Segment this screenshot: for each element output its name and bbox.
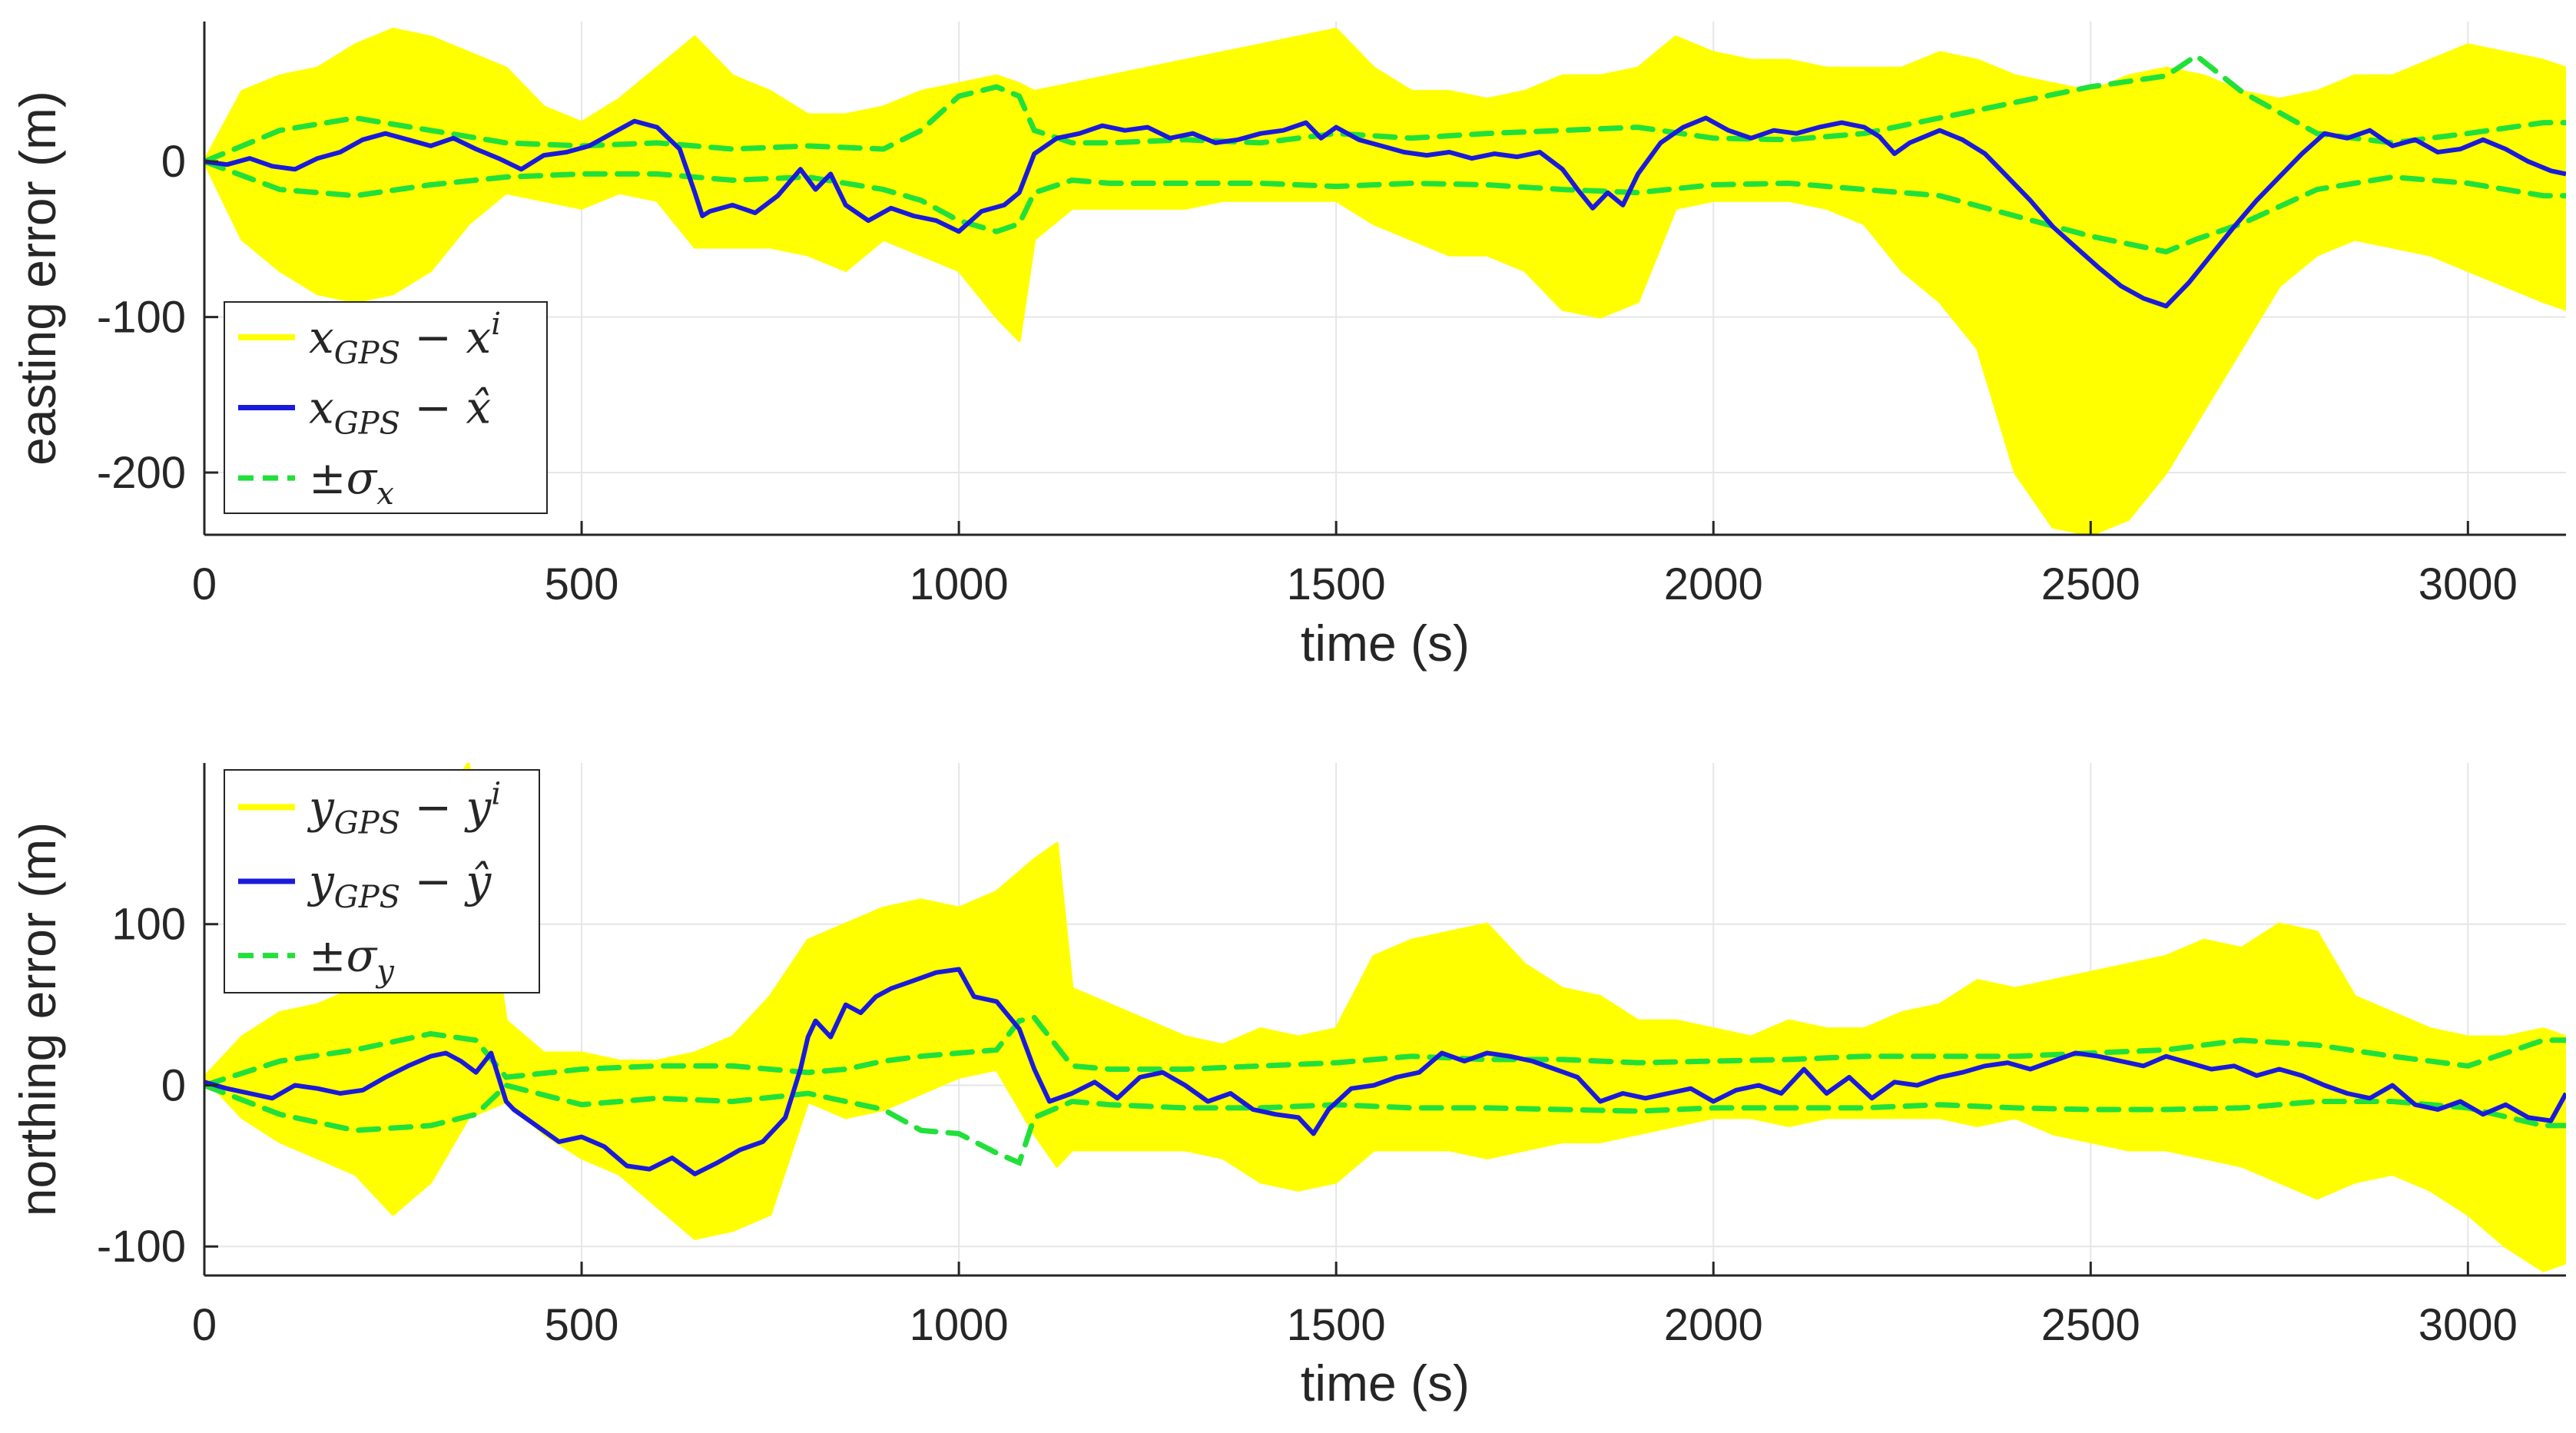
legend-label-subscript: GPS bbox=[334, 336, 400, 371]
legend-label: yGPS − yi bbox=[307, 776, 501, 841]
legend-label: ±σx bbox=[309, 452, 394, 512]
legend-label-main: y bbox=[307, 781, 335, 833]
x-axis-label: time (s) bbox=[1301, 1355, 1470, 1411]
y-tick-label: -200 bbox=[97, 448, 186, 498]
x-tick-label: 1500 bbox=[1287, 1300, 1386, 1350]
y-tick-label: -100 bbox=[97, 1222, 186, 1272]
x-tick-label: 2000 bbox=[1664, 1300, 1763, 1350]
legend-label-main: ±σ bbox=[309, 452, 378, 504]
legend-label-main: ±σ bbox=[309, 930, 378, 982]
x-tick-label: 2500 bbox=[2041, 559, 2140, 609]
estimate-error-line bbox=[204, 115, 2566, 309]
x-tick-label: 2500 bbox=[2041, 1300, 2140, 1350]
legend-label-main: x bbox=[309, 382, 334, 434]
x-tick-label: 1000 bbox=[910, 559, 1009, 609]
legend-label-main: − y bbox=[400, 781, 492, 833]
x-tick-label: 1000 bbox=[910, 1300, 1009, 1350]
realization-error-band bbox=[204, 28, 2566, 535]
legend-label-main: − x̂ bbox=[400, 382, 491, 434]
y-axis-label: easting error (m) bbox=[9, 91, 66, 466]
legend-label-superscript: i bbox=[491, 307, 501, 342]
sigma-bound-line bbox=[204, 158, 2566, 255]
sigma-bound-line bbox=[204, 52, 2566, 164]
x-tick-label: 1500 bbox=[1287, 559, 1386, 609]
legend-label: xGPS − xi bbox=[309, 307, 501, 371]
x-tick-label: 500 bbox=[545, 559, 619, 609]
x-tick-label: 0 bbox=[192, 1300, 217, 1350]
realization-error-band bbox=[204, 763, 2566, 1272]
easting-error-panel: 0 500 1000 1500 2000 2500 3000 -200 -100 0 time (s… bbox=[9, 22, 2566, 672]
y-axis-label: northing error (m) bbox=[9, 822, 66, 1216]
x-tick-label: 3000 bbox=[2419, 559, 2518, 609]
x-tick-label: 3000 bbox=[2419, 1300, 2518, 1350]
sigma-bound-line bbox=[204, 1082, 2566, 1166]
y-tick-label: 0 bbox=[161, 137, 186, 187]
y-tick-label: 100 bbox=[111, 900, 186, 950]
estimate-error-line bbox=[204, 967, 2566, 1176]
legend-label-superscript: i bbox=[491, 776, 501, 811]
legend-label: ±σy bbox=[309, 930, 395, 990]
x-tick-label: 500 bbox=[545, 1300, 619, 1350]
legend-label-main: x bbox=[309, 311, 334, 363]
legend-label-subscript: GPS bbox=[334, 880, 400, 915]
y-tick-label: 0 bbox=[161, 1060, 186, 1110]
legend-label-subscript: x bbox=[376, 476, 394, 512]
plot-area bbox=[204, 763, 2566, 1272]
legend-label-main: y bbox=[307, 855, 335, 907]
x-axis-label: time (s) bbox=[1301, 615, 1470, 672]
y-tick-label: -100 bbox=[97, 293, 186, 343]
x-tick-label: 2000 bbox=[1664, 559, 1763, 609]
sigma-bound-line bbox=[204, 1014, 2566, 1088]
legend-label-subscript: y bbox=[375, 954, 395, 990]
legend-label: yGPS − ŷ bbox=[307, 855, 492, 915]
legend-label-main: − x bbox=[400, 311, 491, 363]
plot-area bbox=[204, 28, 2566, 535]
legend-label-subscript: GPS bbox=[334, 406, 400, 442]
legend-label-subscript: GPS bbox=[334, 805, 400, 841]
legend-label: xGPS − x̂ bbox=[309, 382, 491, 442]
x-tick-label: 0 bbox=[192, 559, 217, 609]
legend-label-main: − ŷ bbox=[400, 855, 492, 907]
